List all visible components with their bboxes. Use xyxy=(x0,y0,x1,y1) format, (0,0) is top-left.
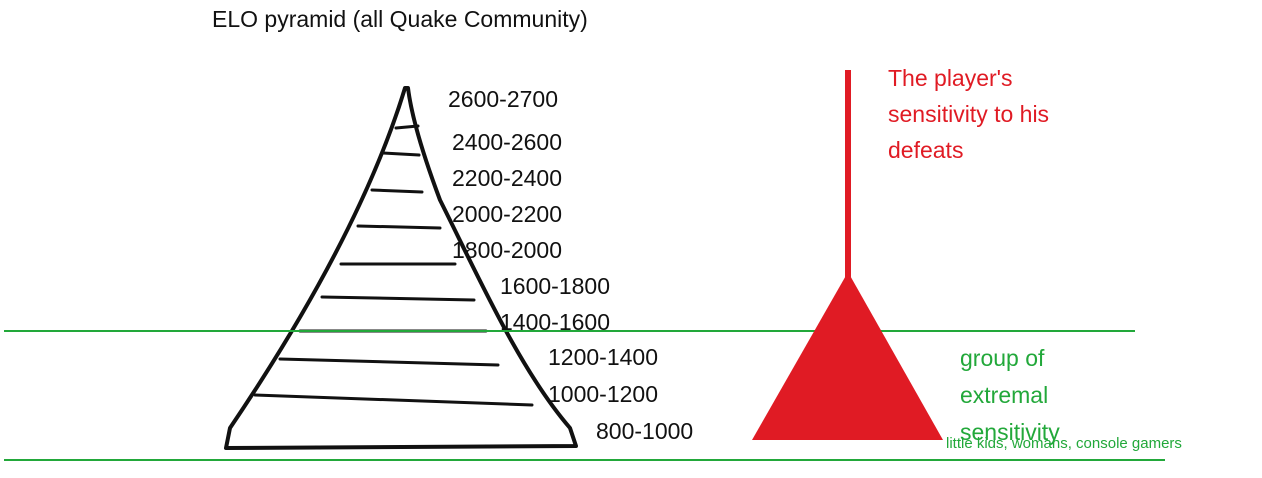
elo-level-label: 2400-2600 xyxy=(452,129,562,155)
elo-level-label: 2600-2700 xyxy=(448,86,558,112)
tier-divider xyxy=(278,357,500,367)
pyramid-tier-dividers xyxy=(253,124,534,407)
elo-level-label: 1000-1200 xyxy=(548,381,658,407)
elo-level-label: 800-1000 xyxy=(596,418,694,444)
elo-level-label: 1400-1600 xyxy=(500,309,610,335)
tier-divider xyxy=(320,295,476,302)
tier-divider xyxy=(253,393,534,407)
elo-pyramid-outline xyxy=(224,86,578,450)
group-note: little kids, womans, console gamers xyxy=(946,435,1182,452)
elo-level-label: 1600-1800 xyxy=(500,273,610,299)
tier-divider xyxy=(356,224,442,230)
elo-level-label: 1800-2000 xyxy=(452,237,562,263)
diagram-title: ELO pyramid (all Quake Community) xyxy=(212,6,588,32)
sensitivity-stem xyxy=(845,70,851,280)
elo-level-label: 2000-2200 xyxy=(452,201,562,227)
elo-level-label: 1200-1400 xyxy=(548,344,658,370)
tier-divider xyxy=(370,188,424,194)
tier-divider xyxy=(394,124,420,130)
tier-divider xyxy=(381,151,421,157)
sensitivity-label: The player's sensitivity to his defeats xyxy=(888,65,1050,163)
group-label: group of extremal sensitivity xyxy=(960,345,1060,445)
sensitivity-triangle xyxy=(752,272,943,440)
elo-level-label: 2200-2400 xyxy=(452,165,562,191)
